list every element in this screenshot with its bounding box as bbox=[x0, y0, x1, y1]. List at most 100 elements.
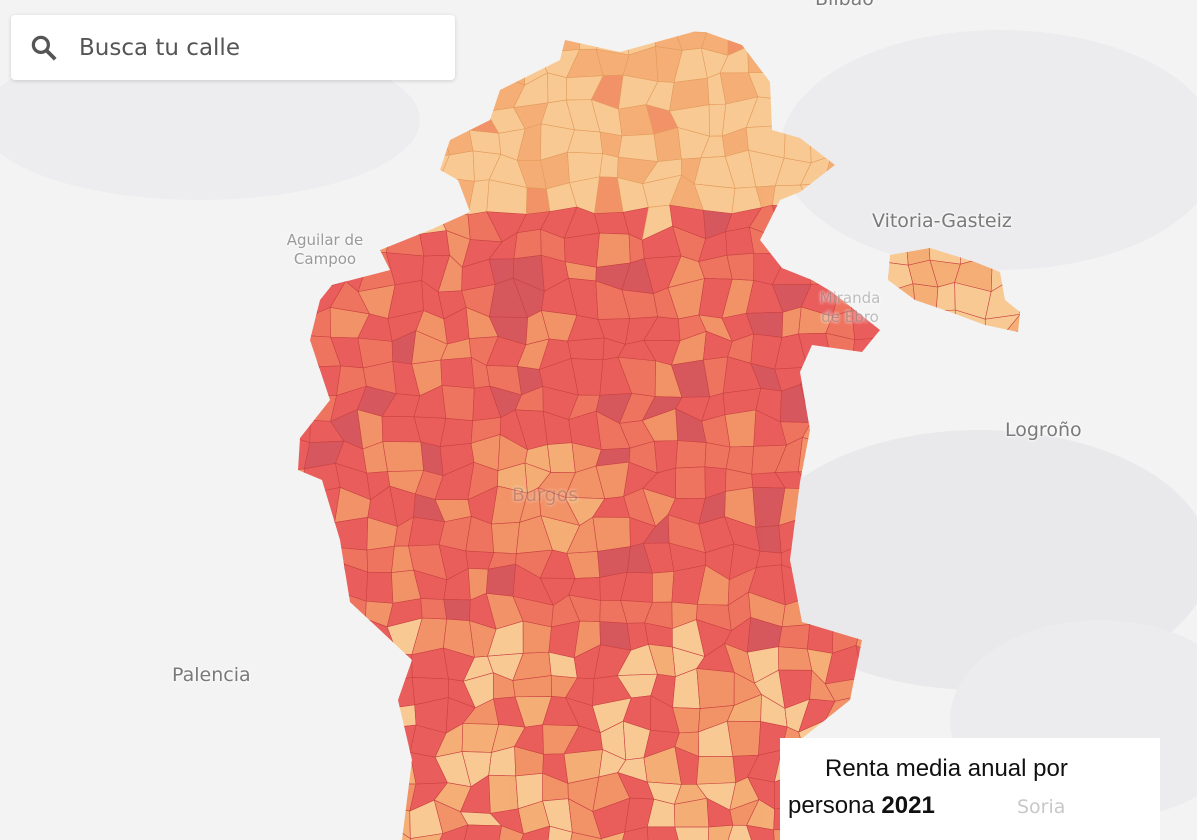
municipality-polygon[interactable] bbox=[330, 516, 369, 551]
municipality-polygon[interactable] bbox=[284, 277, 318, 313]
municipality-polygon[interactable] bbox=[592, 516, 631, 552]
municipality-polygon[interactable] bbox=[317, 699, 337, 736]
municipality-polygon[interactable] bbox=[280, 391, 317, 421]
municipality-polygon[interactable] bbox=[289, 773, 306, 808]
municipality-polygon[interactable] bbox=[1006, 305, 1041, 336]
municipality-polygon[interactable] bbox=[675, 466, 706, 499]
municipality-polygon[interactable] bbox=[876, 337, 910, 372]
municipality-polygon[interactable] bbox=[855, 694, 887, 724]
municipality-polygon[interactable] bbox=[464, 73, 498, 112]
municipality-polygon[interactable] bbox=[915, 387, 940, 418]
municipality-polygon[interactable] bbox=[749, 226, 788, 254]
municipality-polygon[interactable] bbox=[491, 522, 521, 554]
municipality-polygon[interactable] bbox=[336, 725, 371, 762]
municipality-polygon[interactable] bbox=[912, 283, 939, 312]
municipality-polygon[interactable] bbox=[393, 652, 413, 682]
municipality-polygon[interactable] bbox=[338, 825, 363, 840]
municipality-polygon[interactable] bbox=[1006, 381, 1047, 420]
municipality-polygon[interactable] bbox=[525, 187, 551, 215]
municipality-polygon[interactable] bbox=[365, 571, 394, 604]
municipality-polygon[interactable] bbox=[342, 756, 371, 774]
municipality-polygon[interactable] bbox=[439, 417, 474, 447]
municipality-polygon[interactable] bbox=[882, 389, 917, 418]
municipality-polygon[interactable] bbox=[421, 176, 441, 208]
municipality-polygon[interactable] bbox=[279, 204, 312, 233]
municipality-polygon[interactable] bbox=[832, 25, 864, 51]
municipality-polygon[interactable] bbox=[279, 721, 319, 758]
municipality-polygon[interactable] bbox=[357, 673, 395, 709]
municipality-polygon[interactable] bbox=[882, 694, 918, 724]
municipality-polygon[interactable] bbox=[306, 204, 345, 233]
municipality-polygon[interactable] bbox=[617, 133, 659, 162]
municipality-polygon[interactable] bbox=[355, 806, 390, 837]
municipality-polygon[interactable] bbox=[992, 366, 1009, 394]
municipality-polygon[interactable] bbox=[333, 772, 369, 812]
municipality-polygon[interactable] bbox=[904, 331, 936, 372]
municipality-polygon[interactable] bbox=[279, 362, 320, 396]
municipality-polygon[interactable] bbox=[309, 725, 344, 762]
municipality-polygon[interactable] bbox=[385, 176, 424, 214]
municipality-polygon[interactable] bbox=[278, 645, 318, 681]
municipality-polygon[interactable] bbox=[440, 357, 475, 389]
municipality-polygon[interactable] bbox=[835, 254, 852, 292]
municipality-polygon[interactable] bbox=[935, 387, 969, 418]
municipality-polygon[interactable] bbox=[384, 751, 417, 785]
municipality-polygon[interactable] bbox=[986, 381, 1016, 414]
municipality-polygon[interactable] bbox=[933, 309, 957, 340]
municipality-polygon[interactable] bbox=[882, 410, 917, 438]
municipality-polygon[interactable] bbox=[513, 229, 542, 260]
municipality-polygon[interactable] bbox=[303, 487, 341, 523]
municipality-polygon[interactable] bbox=[515, 825, 551, 840]
municipality-polygon[interactable] bbox=[799, 234, 837, 256]
municipality-polygon[interactable] bbox=[563, 232, 600, 268]
municipality-polygon[interactable] bbox=[462, 25, 493, 52]
municipality-polygon[interactable] bbox=[385, 233, 425, 257]
municipality-polygon[interactable] bbox=[435, 177, 475, 216]
municipality-polygon[interactable] bbox=[853, 388, 889, 418]
municipality-polygon[interactable] bbox=[304, 746, 345, 774]
municipality-polygon[interactable] bbox=[289, 745, 311, 782]
municipality-polygon[interactable] bbox=[747, 23, 782, 59]
municipality-polygon[interactable] bbox=[281, 517, 313, 547]
municipality-polygon[interactable] bbox=[965, 391, 994, 417]
municipality-polygon[interactable] bbox=[314, 651, 345, 681]
municipality-polygon[interactable] bbox=[933, 331, 960, 372]
municipality-polygon[interactable] bbox=[853, 410, 885, 447]
municipality-polygon[interactable] bbox=[578, 30, 604, 50]
municipality-polygon[interactable] bbox=[935, 356, 967, 392]
municipality-polygon[interactable] bbox=[305, 590, 345, 626]
municipality-polygon[interactable] bbox=[333, 805, 368, 837]
municipality-polygon[interactable] bbox=[303, 805, 339, 828]
municipality-polygon[interactable] bbox=[382, 441, 424, 472]
municipality-polygon[interactable] bbox=[778, 624, 810, 650]
municipality-polygon[interactable] bbox=[935, 282, 956, 312]
municipality-polygon[interactable] bbox=[724, 409, 757, 448]
municipality-polygon[interactable] bbox=[547, 442, 576, 473]
municipality-polygon[interactable] bbox=[305, 563, 346, 595]
municipality-polygon[interactable] bbox=[826, 416, 861, 447]
municipality-polygon[interactable] bbox=[777, 23, 814, 59]
municipality-polygon[interactable] bbox=[420, 598, 448, 620]
municipality-polygon[interactable] bbox=[280, 409, 311, 443]
municipality-polygon[interactable] bbox=[284, 590, 317, 626]
search-input[interactable] bbox=[77, 33, 421, 62]
municipality-polygon[interactable] bbox=[419, 202, 447, 235]
municipality-polygon[interactable] bbox=[617, 826, 650, 840]
municipality-polygon[interactable] bbox=[314, 677, 336, 703]
municipality-polygon[interactable] bbox=[906, 703, 939, 723]
municipality-polygon[interactable] bbox=[306, 517, 335, 548]
municipality-polygon[interactable] bbox=[646, 826, 684, 840]
municipality-polygon[interactable] bbox=[303, 825, 340, 840]
municipality-polygon[interactable] bbox=[545, 825, 573, 840]
municipality-polygon[interactable] bbox=[316, 616, 345, 657]
municipality-polygon[interactable] bbox=[495, 825, 524, 840]
municipality-polygon[interactable] bbox=[278, 618, 318, 657]
municipality-polygon[interactable] bbox=[419, 230, 451, 257]
municipality-polygon[interactable] bbox=[281, 493, 313, 522]
municipality-polygon[interactable] bbox=[335, 701, 360, 736]
municipality-polygon[interactable] bbox=[595, 20, 630, 56]
municipality-polygon[interactable] bbox=[339, 616, 371, 654]
municipality-polygon[interactable] bbox=[781, 234, 803, 255]
municipality-polygon[interactable] bbox=[409, 833, 444, 840]
